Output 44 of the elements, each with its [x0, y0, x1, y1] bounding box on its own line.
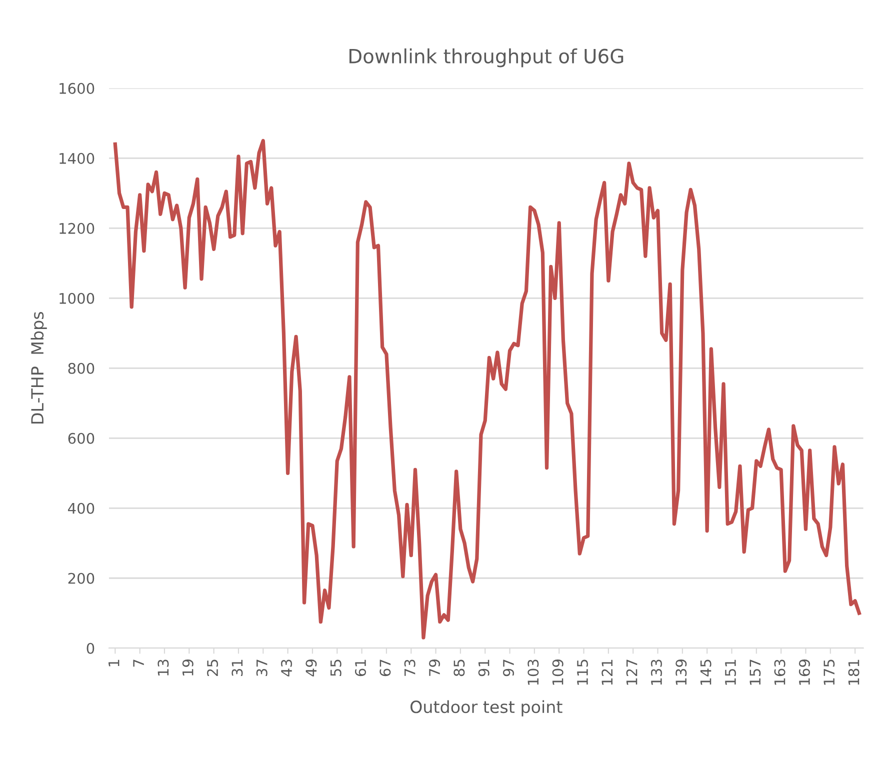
y-tick-label: 1600	[60, 82, 94, 94]
x-tick-label: 97	[502, 660, 514, 676]
y-tick-label: 0	[86, 642, 94, 654]
x-tick-label: 43	[281, 660, 292, 676]
x-tick-label: 169	[798, 660, 810, 685]
x-tick-label: 13	[158, 660, 169, 676]
x-tick-label: 151	[725, 660, 736, 685]
y-tick-label: 200	[68, 572, 94, 584]
x-tick-label: 55	[330, 660, 342, 676]
x-tick-label: 7	[133, 660, 144, 667]
x-tick-label: 175	[824, 660, 835, 685]
x-tick-label: 79	[428, 660, 440, 676]
y-tick-label: 1400	[60, 152, 94, 164]
x-tick-label: 121	[602, 660, 612, 685]
x-tick-label: 163	[774, 660, 786, 685]
x-tick-label: 115	[577, 660, 588, 685]
x-tick-label: 145	[700, 660, 712, 685]
x-tick-label: 67	[380, 660, 391, 676]
y-tick-label: 1200	[60, 222, 94, 234]
y-tick-label: 400	[68, 502, 94, 514]
x-tick-label: 85	[454, 660, 465, 676]
x-tick-label: 37	[256, 660, 268, 676]
x-tick-label: 31	[232, 660, 243, 676]
x-tick-label: 127	[626, 660, 638, 685]
x-tick-label: 73	[404, 660, 416, 676]
y-tick-label: 800	[68, 362, 94, 374]
x-tick-label: 103	[528, 660, 539, 685]
x-tick-label: 133	[650, 660, 662, 685]
x-tick-label: 181	[848, 660, 860, 685]
x-tick-label: 61	[354, 660, 366, 676]
x-tick-label: 139	[676, 660, 687, 685]
chart-title: Downlink throughput of U6G	[349, 48, 624, 68]
x-tick-label: 157	[750, 660, 761, 685]
x-tick-label: 25	[207, 660, 218, 676]
y-tick-label: 1000	[60, 292, 94, 304]
line-series	[113, 138, 861, 640]
x-tick-label: 109	[552, 660, 564, 685]
y-axis-title: DL-THP Mbps	[30, 312, 47, 424]
y-tick-label: 600	[68, 432, 94, 444]
x-tick-label: 49	[306, 660, 317, 676]
x-tick-label: 19	[182, 660, 194, 676]
x-axis-title: Outdoor test point	[410, 700, 562, 716]
x-tick-label: 1	[108, 660, 120, 666]
x-tick-label: 91	[478, 660, 490, 676]
